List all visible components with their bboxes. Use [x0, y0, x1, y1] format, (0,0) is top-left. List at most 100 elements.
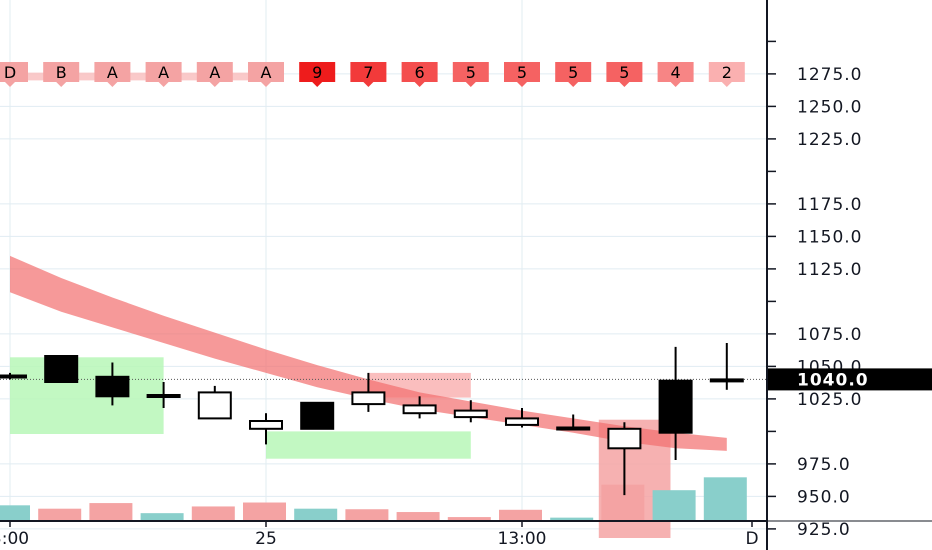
price-tick-label: 975.0	[797, 455, 851, 475]
zone-box	[266, 431, 471, 459]
candle-body	[351, 391, 386, 406]
badge: B	[43, 62, 80, 87]
badge-label: 6	[415, 63, 425, 82]
badge-label: A	[107, 63, 118, 82]
badge-label: 5	[619, 63, 629, 82]
badge-shape	[555, 62, 592, 87]
badge-label: D	[4, 63, 16, 82]
badge-shape	[401, 62, 438, 87]
badge: 9	[299, 62, 336, 87]
price-axis[interactable]: 1275.0 1250.0 1225.0 1175.0 1150.0 1125.0 1075…	[766, 0, 862, 550]
candle	[505, 408, 539, 428]
badge: 5	[452, 62, 489, 87]
candle	[607, 422, 642, 496]
badge: 4	[657, 62, 694, 87]
badge-shape	[299, 62, 336, 87]
badge-label: 4	[671, 63, 681, 82]
badge-label: 5	[517, 63, 527, 82]
badge-label: 5	[568, 63, 578, 82]
time-tick-label: 25	[255, 529, 277, 549]
volume-bar	[396, 512, 440, 521]
current-price-label: 1040.0	[797, 370, 869, 390]
badge: A	[248, 62, 284, 87]
badge-shape	[0, 62, 28, 87]
candle-body	[658, 379, 693, 434]
price-tick-label: 1275.0	[797, 65, 862, 85]
candle	[453, 400, 488, 423]
current-price-tag: 1040.0	[768, 368, 932, 391]
candle-body	[249, 420, 283, 430]
candle-body	[44, 355, 79, 383]
badge: 7	[350, 62, 387, 87]
candles	[0, 343, 744, 496]
candle-body	[197, 391, 232, 420]
badge-label: 9	[312, 63, 322, 82]
price-tick-label: 1250.0	[797, 97, 862, 117]
price-tick-label: 1175.0	[797, 195, 862, 215]
candle	[556, 414, 591, 431]
volume-bar	[601, 484, 645, 521]
price-tick-label: 1125.0	[797, 260, 862, 280]
badge: D	[0, 62, 28, 87]
volume-bar	[89, 503, 133, 521]
volume-bar	[499, 509, 542, 521]
badge: A	[94, 62, 131, 87]
price-tick-label: 1150.0	[797, 227, 862, 247]
volume-bar	[243, 502, 286, 521]
candle-body	[146, 394, 181, 398]
candle-body	[0, 374, 27, 379]
badge-shape	[657, 62, 694, 87]
current-price-tag-bg	[768, 368, 932, 391]
volume-bars	[0, 477, 747, 521]
badge-label: B	[56, 63, 67, 82]
candle	[197, 385, 232, 420]
badge: 6	[401, 62, 438, 87]
badge: 5	[555, 62, 592, 87]
badge: 2	[708, 62, 745, 87]
volume-bar	[294, 508, 338, 521]
candle-body	[607, 427, 642, 450]
volume-bar	[550, 517, 594, 521]
candle	[351, 372, 386, 412]
volume-bar	[345, 509, 389, 521]
candle-body	[505, 417, 539, 426]
candle	[709, 343, 744, 390]
volume-bar	[447, 517, 491, 521]
badge-shape	[504, 62, 540, 87]
candle	[658, 346, 693, 460]
badge-shape	[94, 62, 131, 87]
badge-label: 7	[363, 63, 373, 82]
zone-box	[0, 72, 266, 81]
candle	[146, 382, 181, 408]
moving-average-band	[10, 255, 727, 451]
badge-label: 2	[722, 63, 732, 82]
candle-body	[709, 378, 744, 383]
badge-label: A	[209, 63, 220, 82]
time-axis[interactable]: 3:00 25 13:00 D	[0, 520, 932, 549]
candle	[0, 372, 27, 380]
volume-bar	[191, 506, 235, 521]
badge-shape	[708, 62, 745, 87]
time-tick-label: 3:00	[0, 529, 29, 549]
candle-body	[300, 401, 335, 430]
price-tick-label: 925.0	[797, 520, 851, 540]
volume-bar	[703, 477, 747, 521]
badge-label: A	[261, 63, 272, 82]
candle	[300, 401, 335, 430]
candle-body	[95, 375, 130, 398]
zone-box	[10, 357, 164, 434]
volume-bar	[0, 505, 30, 521]
badge-shape	[248, 62, 284, 87]
candle	[249, 413, 283, 445]
time-tick-label: 13:00	[498, 529, 547, 549]
price-tick-label: 1075.0	[797, 325, 862, 345]
badge: 5	[606, 62, 643, 87]
time-tick-label: D	[745, 529, 758, 549]
volume-bar	[38, 508, 82, 521]
candle	[44, 355, 79, 383]
badge-shape	[196, 62, 233, 87]
candle-body	[556, 426, 591, 431]
badge-shape	[350, 62, 387, 87]
badge: A	[196, 62, 233, 87]
